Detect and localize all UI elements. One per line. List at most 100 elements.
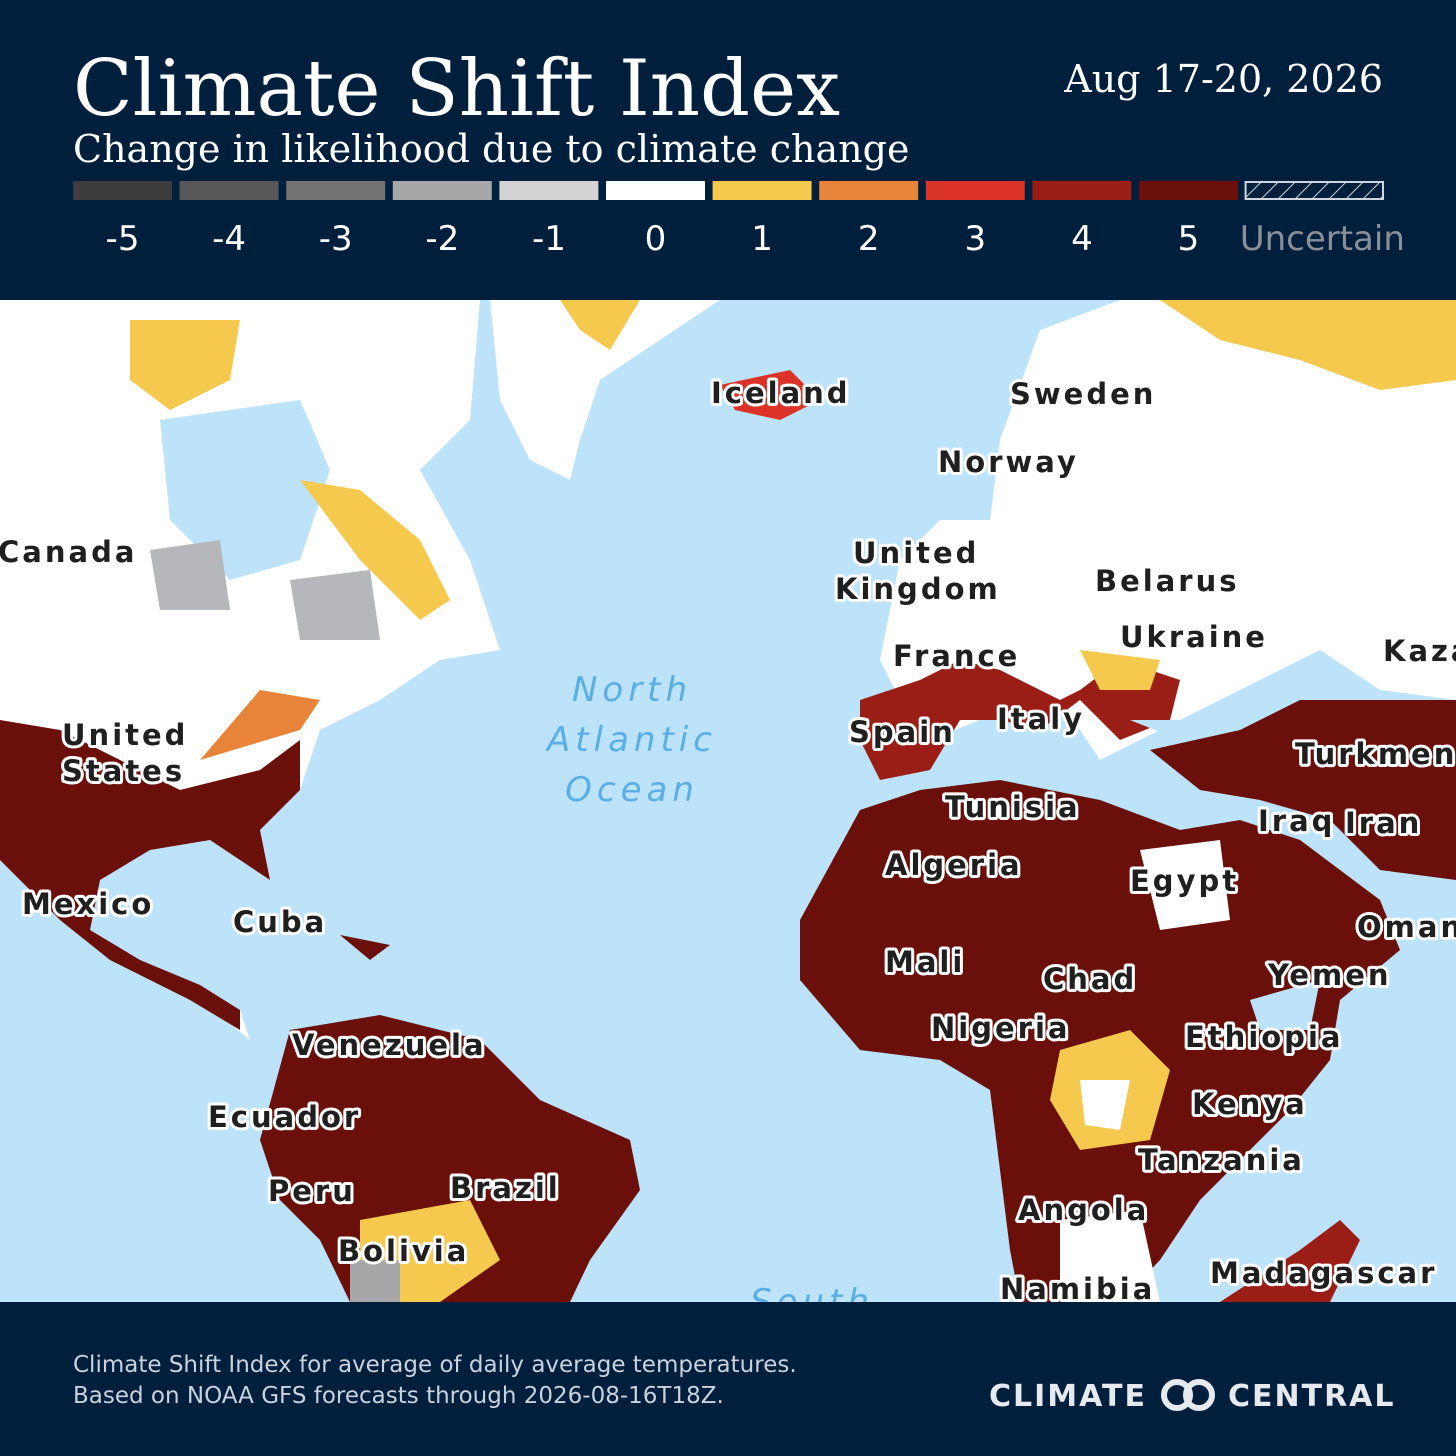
legend-label: Uncertain xyxy=(1240,219,1405,259)
legend-label: 2 xyxy=(858,219,880,259)
country-label: Peru xyxy=(268,1174,356,1208)
heat xyxy=(0,720,300,1030)
country-label: Namibia xyxy=(1000,1272,1155,1306)
footer-note: Based on NOAA GFS forecasts through 2026… xyxy=(73,1383,724,1409)
map-labels: CanadaUnitedStatesMexicoCubaVenezuelaEcu… xyxy=(0,373,1456,1322)
footer-bg xyxy=(0,1302,1456,1456)
legend-label: -2 xyxy=(425,219,459,259)
map: CanadaUnitedStatesMexicoCubaVenezuelaEcu… xyxy=(0,300,1456,1322)
subtitle: Change in likelihood due to climate chan… xyxy=(73,127,909,171)
country-label: Kenya xyxy=(1192,1087,1308,1121)
heat xyxy=(1220,1220,1360,1302)
legend: -5 -4 -3 -2 -1 0 1 2 3 4 5 Uncertain xyxy=(73,181,1405,259)
country-label: Canada xyxy=(0,535,137,569)
country-label: States xyxy=(62,754,185,788)
heat xyxy=(260,1015,640,1302)
country-label: Spain xyxy=(849,715,956,749)
country-label: Tanzania xyxy=(1138,1143,1305,1177)
country-label: Egypt xyxy=(1130,864,1239,898)
country-label: Mexico xyxy=(22,887,154,921)
country-label: Italy xyxy=(997,702,1085,736)
logo-text: CLIMATE xyxy=(989,1379,1147,1414)
legend-swatch xyxy=(1032,181,1132,200)
heat xyxy=(130,320,450,620)
country-label: Angola xyxy=(1018,1193,1149,1227)
legend-label: -3 xyxy=(319,219,353,259)
land xyxy=(490,300,720,480)
footer-note: Climate Shift Index for average of daily… xyxy=(73,1352,797,1378)
land xyxy=(880,300,1456,760)
title: Climate Shift Index xyxy=(73,44,840,134)
country-label: United xyxy=(853,536,979,570)
country-label: Tunisia xyxy=(945,790,1081,824)
water-label: North xyxy=(572,670,692,710)
country-label: Ecuador xyxy=(208,1100,361,1134)
country-label: Ethiopia xyxy=(1185,1020,1343,1054)
country-label: United xyxy=(62,718,188,752)
country-label: Cuba xyxy=(233,905,327,939)
water-label: Atlantic xyxy=(545,720,717,760)
country-label: Ukraine xyxy=(1120,620,1268,654)
country-label: Iraq xyxy=(1258,804,1335,838)
country-label: France xyxy=(893,639,1020,673)
water-label: South xyxy=(750,1282,874,1322)
legend-label: 0 xyxy=(645,219,667,259)
land xyxy=(1060,840,1230,1302)
legend-swatch xyxy=(819,181,919,200)
country-label: Oman xyxy=(1357,910,1456,944)
bay xyxy=(160,400,330,580)
legend-swatch xyxy=(606,181,705,200)
logo-mark xyxy=(1183,1379,1215,1411)
country-label: Kingdom xyxy=(835,572,1001,606)
legend-swatch xyxy=(392,181,492,200)
legend-label: -5 xyxy=(106,219,140,259)
legend-label: 5 xyxy=(1178,219,1200,259)
heat xyxy=(200,690,320,760)
country-label: Iceland xyxy=(711,376,851,410)
cool xyxy=(350,1260,400,1302)
legend-label: -1 xyxy=(532,219,566,259)
cool xyxy=(150,540,380,640)
heat xyxy=(340,935,390,960)
country-label: Kaza xyxy=(1383,634,1456,668)
country-label: Algeria xyxy=(885,848,1023,882)
country-label: Nigeria xyxy=(931,1011,1070,1045)
header-bg xyxy=(0,0,1456,300)
heat xyxy=(1160,300,1456,390)
logo-text: CENTRAL xyxy=(1228,1379,1396,1414)
water-label: Ocean xyxy=(565,770,699,810)
logo-mark xyxy=(1161,1379,1193,1411)
country-label: Sweden xyxy=(1010,377,1156,411)
sea xyxy=(1130,720,1240,740)
legend-swatch xyxy=(712,181,812,200)
legend-label: 3 xyxy=(964,219,986,259)
country-label: Bolivia xyxy=(338,1234,469,1268)
country-label: Iran xyxy=(1345,806,1422,840)
legend-swatch xyxy=(73,181,172,200)
country-label: Turkmen xyxy=(1295,737,1456,771)
heat xyxy=(1150,700,1456,880)
country-label: Mali xyxy=(885,945,965,979)
country-label: Norway xyxy=(938,445,1079,479)
heat xyxy=(1080,650,1160,690)
date: Aug 17-20, 2026 xyxy=(1063,57,1383,101)
legend-swatch xyxy=(925,181,1025,200)
legend-swatch xyxy=(1244,181,1384,200)
legend-label: 4 xyxy=(1071,219,1093,259)
heat xyxy=(720,370,820,420)
country-label: Yemen xyxy=(1267,958,1392,992)
country-label: Chad xyxy=(1043,962,1137,996)
legend-label: -4 xyxy=(212,219,246,259)
legend-swatch xyxy=(179,181,279,200)
country-label: Madagascar xyxy=(1210,1256,1437,1290)
legend-swatch xyxy=(1139,181,1238,200)
legend-label: 1 xyxy=(751,219,773,259)
country-label: Brazil xyxy=(450,1171,561,1205)
heat xyxy=(560,300,640,350)
country-label: Belarus xyxy=(1095,564,1240,598)
legend-swatch xyxy=(286,181,386,200)
sea xyxy=(1250,980,1320,1030)
country-label: Venezuela xyxy=(292,1028,487,1062)
legend-swatch xyxy=(499,181,599,200)
